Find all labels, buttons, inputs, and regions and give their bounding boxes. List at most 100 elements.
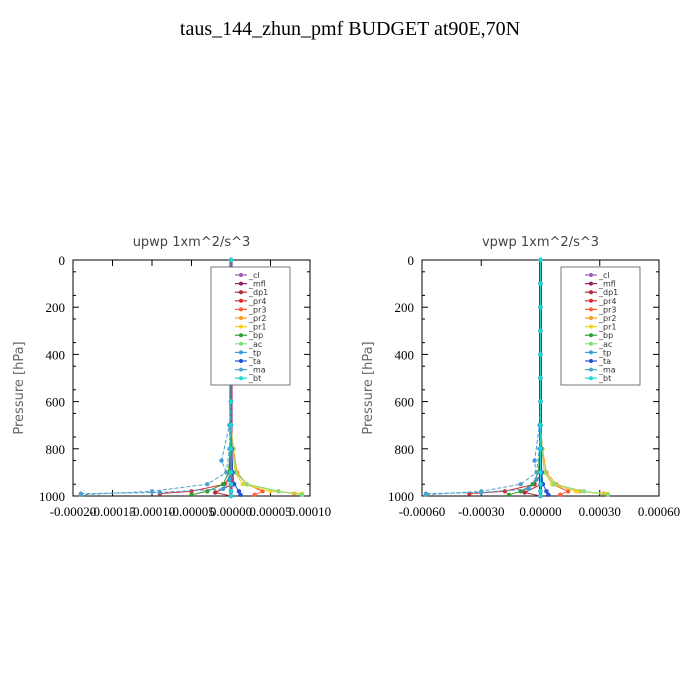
data-point-bt: [538, 257, 543, 263]
legend-entry: _bp: [248, 331, 263, 340]
panel-title: vpwp 1xm^2/s^3: [482, 235, 599, 250]
legend-entry: _pr2: [598, 314, 616, 323]
y-tick-label: 800: [395, 442, 415, 457]
x-tick-label: -0.00030: [458, 504, 505, 519]
legend-entry: _pr1: [248, 323, 266, 332]
legend-entry: _pr2: [248, 314, 266, 323]
legend-marker: [589, 341, 593, 346]
data-point-pr3: [565, 489, 571, 494]
data-point-pr1: [240, 482, 246, 487]
y-tick-label: 400: [395, 347, 415, 362]
data-point-bt: [538, 482, 543, 487]
data-point-ac: [581, 489, 587, 494]
y-tick-label: 200: [46, 300, 66, 315]
series-line-ma: [80, 260, 232, 496]
legend-entry: _dp1: [248, 288, 268, 297]
legend-marker: [239, 298, 243, 303]
legend-marker: [589, 290, 593, 295]
data-point-bp: [220, 482, 226, 487]
data-point-ma: [534, 470, 539, 475]
legend-marker: [239, 273, 243, 277]
legend-marker: [589, 281, 593, 286]
data-point-ac: [276, 489, 281, 494]
x-tick-label: 0.00060: [638, 504, 680, 519]
legend-entry: _cl: [598, 271, 610, 280]
y-axis-label: Pressure [hPa]: [12, 341, 27, 434]
data-point-pr3: [558, 492, 563, 498]
data-point-bp: [189, 492, 194, 498]
page-title: taus_144_zhun_pmf BUDGET at90E,70N: [179, 18, 521, 40]
data-point-ta: [544, 489, 549, 494]
series-line-tp: [425, 260, 541, 495]
data-point-bt: [538, 352, 543, 357]
legend-entry: _cl: [248, 271, 260, 280]
data-point-pr4: [189, 489, 194, 494]
data-point-pr3: [260, 489, 265, 494]
legend-entry: _pr4: [248, 297, 266, 306]
legend-marker: [239, 324, 243, 329]
legend-entry: _mfl: [598, 280, 616, 289]
legend-marker: [589, 307, 593, 312]
data-point-ma: [423, 492, 429, 498]
legend-marker: [239, 367, 243, 372]
legend-box: [210, 266, 291, 386]
data-point-bt: [538, 399, 543, 404]
legend-marker: [589, 359, 593, 363]
data-point-bt: [538, 470, 543, 475]
legend-entry: _ac: [598, 340, 612, 349]
data-point-tp: [157, 490, 163, 495]
legend-entry: _tp: [598, 348, 611, 357]
legend-marker: [589, 333, 593, 338]
data-point-ma: [205, 482, 210, 487]
data-point-dp1: [213, 490, 218, 495]
y-tick-label: 0: [59, 253, 66, 268]
data-point-ac: [299, 492, 305, 498]
legend-marker: [589, 350, 593, 355]
data-point-pr3: [252, 492, 257, 498]
panel-title: upwp 1xm^2/s^3: [133, 235, 251, 250]
legend-marker: [239, 359, 243, 363]
data-point-bt: [228, 489, 234, 494]
data-point-dp1: [522, 490, 527, 495]
y-tick-label: 600: [395, 395, 415, 410]
data-point-tp: [220, 486, 226, 492]
legend-marker: [239, 307, 243, 312]
data-point-ma: [479, 489, 484, 494]
y-tick-label: 600: [46, 395, 66, 410]
y-axis-label: Pressure [hPa]: [361, 341, 376, 434]
legend-box: [560, 266, 641, 386]
data-point-tp: [534, 477, 539, 482]
data-point-bt: [538, 375, 543, 381]
legend-marker: [239, 281, 243, 286]
x-tick-label: 0.00000: [210, 504, 252, 519]
data-point-bt: [228, 423, 234, 428]
x-tick-label: 0.00030: [579, 504, 621, 519]
x-tick-label: -0.00015: [89, 504, 136, 519]
data-point-ma: [518, 482, 523, 487]
data-point-ta: [236, 489, 242, 494]
data-point-bt: [228, 482, 234, 487]
legend-entry: _pr3: [598, 305, 616, 314]
data-point-bt: [538, 328, 543, 333]
data-point-bt: [538, 446, 543, 451]
series-line-tp: [80, 260, 232, 495]
legend-entry: _ma: [598, 366, 616, 375]
series-line-pr4: [469, 260, 543, 495]
data-point-tp: [532, 458, 537, 463]
x-tick-label: 0.00000: [519, 504, 561, 519]
legend-entry: _bt: [248, 374, 261, 383]
data-point-bt: [538, 305, 543, 310]
legend-entry: _pr4: [598, 297, 616, 306]
chart-panel-2: vpwp 1xm^2/s^3 Pressure [hPa] 0 200 400 600 80…: [361, 235, 680, 519]
legend-entry: _pr1: [598, 323, 616, 332]
legend-marker: [239, 316, 243, 320]
y-tick-label: 1000: [388, 489, 414, 504]
legend-marker: [239, 333, 243, 338]
legend-marker: [589, 298, 593, 303]
data-point-bt: [538, 489, 543, 494]
x-tick-label: -0.00010: [129, 504, 176, 519]
y-tick-label: 400: [46, 347, 66, 362]
legend-marker: [239, 341, 243, 346]
x-tick-label: -0.00060: [399, 504, 446, 519]
data-point-ac: [552, 482, 557, 487]
